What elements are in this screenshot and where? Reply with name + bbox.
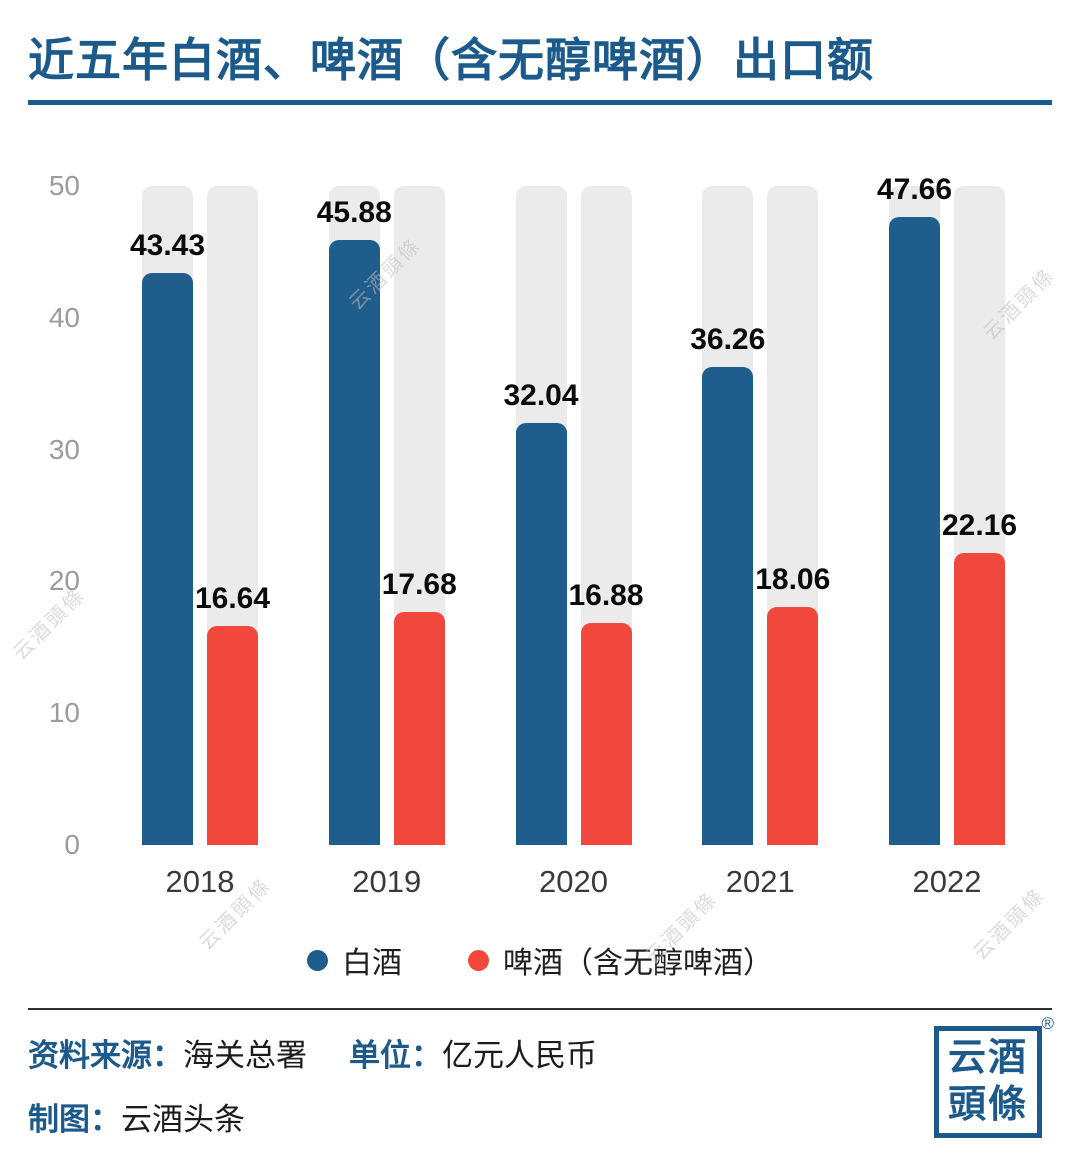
bar-track: 17.68 [382, 186, 457, 845]
bar-value-label: 36.26 [690, 323, 766, 357]
legend-item: 白酒 [307, 938, 402, 982]
bar-value-label: 16.64 [194, 581, 271, 615]
footer-credit-line: 制图：云酒头条 [28, 1094, 245, 1139]
bar-value-label: 47.66 [876, 172, 953, 206]
category-label: 2021 [725, 864, 795, 899]
credit-label: 制图： [28, 1102, 121, 1137]
y-axis: 0 10 20 30 40 50 [0, 170, 80, 860]
y-tick-label: 50 [48, 170, 80, 201]
bar-value-label: 17.68 [381, 567, 457, 601]
y-tick-label: 20 [48, 565, 80, 597]
bar-value-label: 18.06 [755, 562, 831, 596]
bar-track: 45.88 [317, 186, 392, 845]
legend-dot [307, 949, 328, 971]
category-label: 2020 [539, 864, 608, 899]
bar-白酒 [889, 216, 940, 845]
bar-group: 32.04 16.88 [503, 186, 644, 845]
brand-logo: 云酒 頭條 [934, 1026, 1042, 1138]
legend-dot [468, 949, 489, 971]
bar-track: 36.26 [690, 186, 765, 845]
bar-track: 47.66 [877, 173, 952, 845]
logo-line-2: 頭條 [947, 1084, 1028, 1126]
x-axis: 2018 2019 2020 2021 2022 [142, 864, 1005, 900]
y-tick-label: 0 [64, 829, 80, 860]
bar-track: 32.04 [503, 186, 579, 845]
bar-白酒 [142, 272, 193, 845]
chart-legend: 白酒 啤酒（含无醇啤酒） [0, 938, 1080, 982]
bar-group: 45.88 17.68 [317, 186, 457, 845]
legend-label: 白酒 [342, 947, 402, 980]
credit-value: 云酒头条 [121, 1102, 245, 1137]
bar-白酒 [702, 367, 754, 845]
unit-label: 单位： [349, 1038, 442, 1073]
legend-label: 啤酒（含无醇啤酒） [503, 947, 773, 980]
bar-value-label: 32.04 [503, 378, 579, 412]
bar-group: 43.43 16.64 [130, 186, 270, 845]
bar-group: 36.26 18.06 [690, 186, 830, 845]
source-label: 资料来源： [28, 1038, 183, 1073]
bar-白酒 [328, 240, 380, 845]
unit-value: 亿元人民币 [442, 1038, 597, 1073]
bar-啤酒（含无醇啤酒） [767, 606, 819, 845]
bar-track: 16.64 [195, 186, 270, 845]
category-label: 2018 [165, 864, 235, 899]
bar-value-label: 43.43 [129, 228, 206, 262]
plot-area: 43.43 16.64 45.88 17.68 32.04 16.88 36.26 18.06… [130, 173, 1017, 845]
bar-track: 22.16 [942, 186, 1017, 845]
bar-track: 43.43 [130, 186, 205, 845]
page-title: 近五年白酒、啤酒（含无醇啤酒）出口额 [28, 34, 874, 86]
category-label: 2019 [352, 864, 422, 899]
registered-mark: ® [1041, 1014, 1054, 1033]
source-value: 海关总署 [183, 1038, 307, 1073]
bar-啤酒（含无醇啤酒） [207, 625, 258, 845]
title-underline [28, 100, 1052, 105]
bar-track: 18.06 [755, 186, 830, 845]
bar-value-label: 45.88 [316, 196, 392, 230]
legend-item: 啤酒（含无醇啤酒） [468, 938, 773, 982]
bar-group: 47.66 22.16 [877, 173, 1017, 845]
y-tick-label: 40 [48, 301, 80, 333]
bar-啤酒（含无醇啤酒） [393, 611, 445, 845]
bar-啤酒（含无醇啤酒） [580, 622, 632, 845]
bar-白酒 [515, 422, 567, 845]
y-tick-label: 30 [48, 433, 80, 465]
bar-啤酒（含无醇啤酒） [954, 552, 1005, 845]
y-tick-label: 10 [48, 697, 80, 729]
category-label: 2022 [912, 864, 982, 899]
bar-value-label: 16.88 [568, 578, 644, 612]
logo-line-1: 云酒 [947, 1036, 1028, 1079]
footer-source-line: 资料来源：海关总署 单位：亿元人民币 [28, 1030, 597, 1075]
bar-track: 16.88 [568, 186, 644, 845]
footer-divider [28, 1008, 1052, 1010]
bar-value-label: 22.16 [941, 508, 1018, 542]
